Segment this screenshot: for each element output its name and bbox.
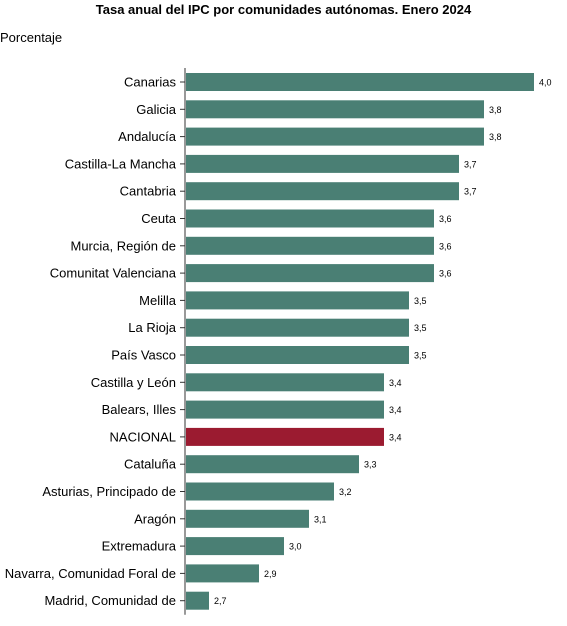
category-label: Comunitat Valenciana: [50, 266, 177, 281]
bar: [186, 127, 484, 146]
data-label: 3,8: [489, 132, 502, 142]
bar: [186, 537, 284, 556]
category-label: Cantabria: [120, 184, 177, 199]
category-label: Castilla y León: [91, 375, 176, 390]
data-label: 3,8: [489, 105, 502, 115]
category-label: Balears, Illes: [102, 402, 177, 417]
bar: [186, 373, 384, 392]
category-label: Cataluña: [124, 457, 177, 472]
data-label: 3,4: [389, 405, 402, 415]
category-label: País Vasco: [111, 348, 176, 363]
chart-title: Tasa anual del IPC por comunidades autón…: [95, 2, 472, 17]
bar: [186, 291, 409, 310]
bar: [186, 236, 434, 255]
data-label: 2,7: [214, 596, 227, 606]
category-label: Aragón: [134, 511, 176, 526]
bar: [186, 264, 434, 283]
data-label: 4,0: [539, 78, 552, 88]
data-label: 3,0: [289, 542, 302, 552]
category-label: Extremadura: [102, 539, 177, 554]
data-label: 3,5: [414, 323, 427, 333]
bar: [186, 318, 409, 337]
category-label: Galicia: [136, 102, 177, 117]
data-label: 3,2: [339, 487, 352, 497]
category-label: Canarias: [124, 75, 177, 90]
category-label: Madrid, Comunidad de: [44, 593, 176, 608]
category-label: Andalucía: [118, 129, 177, 144]
bar: [186, 591, 209, 610]
data-label: 3,7: [464, 187, 477, 197]
data-label: 3,1: [314, 514, 327, 524]
data-label: 3,6: [439, 269, 452, 279]
bar: [186, 509, 309, 528]
bar: [186, 427, 384, 446]
bar: [186, 154, 459, 173]
bar: [186, 100, 484, 119]
data-label: 3,4: [389, 432, 402, 442]
data-label: 3,5: [414, 351, 427, 361]
data-label: 2,9: [264, 569, 277, 579]
bar: [186, 346, 409, 364]
bar: [186, 73, 534, 91]
data-label: 3,3: [364, 460, 377, 470]
category-label: La Rioja: [128, 320, 176, 335]
bar: [186, 182, 459, 201]
bar: [186, 564, 259, 583]
bar: [186, 455, 359, 474]
bar: [186, 209, 434, 228]
category-label: NACIONAL: [110, 429, 176, 444]
category-label: Murcia, Región de: [71, 238, 177, 253]
category-label: Asturias, Principado de: [42, 484, 176, 499]
data-label: 3,4: [389, 378, 402, 388]
bar: [186, 400, 384, 419]
category-label: Castilla-La Mancha: [65, 156, 177, 171]
data-label: 3,7: [464, 159, 477, 169]
data-label: 3,6: [439, 214, 452, 224]
data-label: 3,6: [439, 241, 452, 251]
category-label: Ceuta: [141, 211, 176, 226]
category-label: Melilla: [139, 293, 177, 308]
category-label: Navarra, Comunidad Foral de: [5, 566, 176, 581]
data-label: 3,5: [414, 296, 427, 306]
bar: [186, 482, 334, 501]
axis-unit-label: Porcentaje: [0, 30, 63, 45]
